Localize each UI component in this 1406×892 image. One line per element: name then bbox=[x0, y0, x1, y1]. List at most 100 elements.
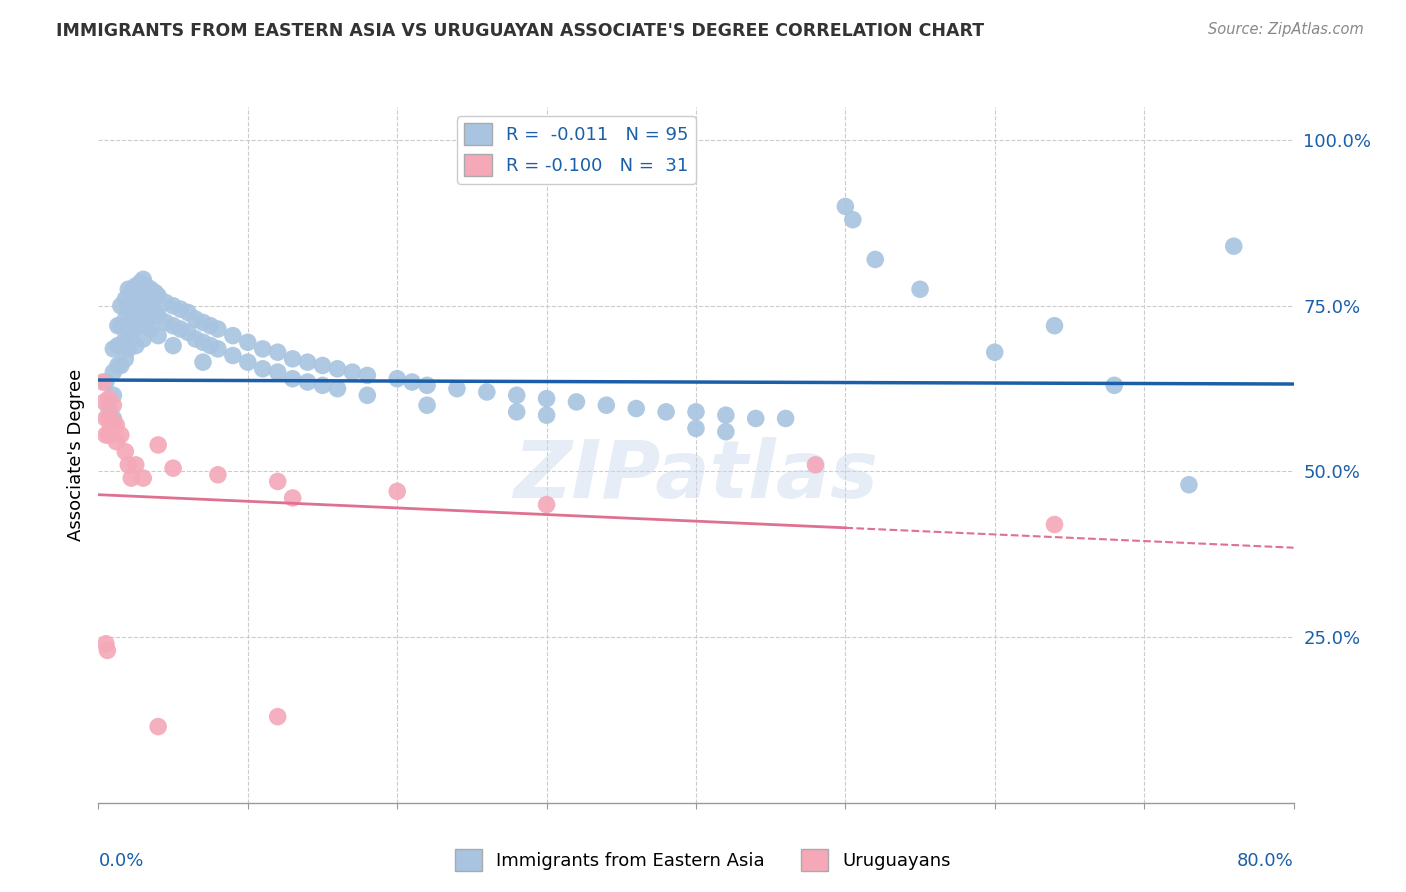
Point bbox=[120, 471, 142, 485]
Point bbox=[1223, 239, 1246, 253]
Point bbox=[267, 345, 290, 359]
Point bbox=[416, 398, 439, 412]
Point bbox=[114, 292, 136, 306]
Point bbox=[148, 438, 170, 452]
Text: 80.0%: 80.0% bbox=[1237, 852, 1294, 870]
Point bbox=[107, 338, 129, 352]
Point bbox=[120, 305, 142, 319]
Point bbox=[148, 328, 170, 343]
Point bbox=[326, 361, 349, 376]
Point bbox=[714, 425, 737, 439]
Point bbox=[105, 434, 128, 449]
Point bbox=[103, 411, 125, 425]
Point bbox=[120, 326, 142, 340]
Point bbox=[132, 312, 155, 326]
Point bbox=[908, 282, 931, 296]
Point bbox=[125, 458, 148, 472]
Point bbox=[129, 295, 152, 310]
Point bbox=[626, 401, 648, 416]
Point bbox=[117, 302, 139, 317]
Point bbox=[984, 345, 1007, 359]
Legend: Immigrants from Eastern Asia, Uruguayans: Immigrants from Eastern Asia, Uruguayans bbox=[447, 842, 959, 879]
Point bbox=[506, 405, 529, 419]
Point bbox=[129, 315, 152, 329]
Point bbox=[565, 395, 588, 409]
Point bbox=[177, 305, 200, 319]
Point bbox=[117, 342, 139, 356]
Point bbox=[401, 375, 423, 389]
Text: Source: ZipAtlas.com: Source: ZipAtlas.com bbox=[1208, 22, 1364, 37]
Point bbox=[114, 312, 136, 326]
Point bbox=[297, 355, 319, 369]
Point bbox=[93, 395, 115, 409]
Point bbox=[135, 318, 157, 333]
Point bbox=[536, 392, 558, 406]
Point bbox=[132, 272, 155, 286]
Point bbox=[356, 368, 378, 383]
Point bbox=[281, 372, 304, 386]
Point bbox=[191, 335, 214, 350]
Point bbox=[162, 461, 184, 475]
Legend: R =  -0.011   N = 95, R = -0.100   N =  31: R = -0.011 N = 95, R = -0.100 N = 31 bbox=[457, 116, 696, 184]
Point bbox=[132, 292, 155, 306]
Point bbox=[107, 359, 129, 373]
Point bbox=[96, 643, 118, 657]
Point bbox=[356, 388, 378, 402]
Point bbox=[385, 484, 409, 499]
Point bbox=[446, 382, 468, 396]
Point bbox=[117, 458, 139, 472]
Point bbox=[125, 279, 148, 293]
Y-axis label: Associate's Degree: Associate's Degree bbox=[66, 368, 84, 541]
Text: ZIPatlas: ZIPatlas bbox=[513, 437, 879, 515]
Point bbox=[148, 720, 170, 734]
Point bbox=[110, 338, 132, 352]
Point bbox=[162, 299, 184, 313]
Point bbox=[97, 401, 120, 416]
Point bbox=[110, 428, 132, 442]
Point bbox=[1104, 378, 1126, 392]
Point bbox=[311, 378, 333, 392]
Point bbox=[162, 318, 184, 333]
Point bbox=[100, 421, 122, 435]
Point bbox=[184, 332, 207, 346]
Point bbox=[155, 315, 177, 329]
Text: IMMIGRANTS FROM EASTERN ASIA VS URUGUAYAN ASSOCIATE'S DEGREE CORRELATION CHART: IMMIGRANTS FROM EASTERN ASIA VS URUGUAYA… bbox=[56, 22, 984, 40]
Point bbox=[207, 342, 229, 356]
Point bbox=[110, 359, 132, 373]
Point bbox=[297, 375, 319, 389]
Point bbox=[714, 408, 737, 422]
Point bbox=[506, 388, 529, 402]
Point bbox=[132, 471, 155, 485]
Point bbox=[105, 418, 128, 433]
Point bbox=[865, 252, 887, 267]
Point bbox=[655, 405, 678, 419]
Point bbox=[804, 458, 827, 472]
Point bbox=[169, 322, 191, 336]
Point bbox=[252, 361, 274, 376]
Point bbox=[110, 318, 132, 333]
Point bbox=[536, 408, 558, 422]
Point bbox=[326, 382, 349, 396]
Point bbox=[222, 328, 245, 343]
Point bbox=[120, 285, 142, 300]
Point bbox=[143, 285, 166, 300]
Point bbox=[222, 349, 245, 363]
Point bbox=[536, 498, 558, 512]
Point bbox=[1043, 318, 1066, 333]
Point bbox=[267, 365, 290, 379]
Point bbox=[125, 338, 148, 352]
Point bbox=[1043, 517, 1066, 532]
Point bbox=[94, 428, 117, 442]
Point bbox=[162, 338, 184, 352]
Point bbox=[103, 388, 125, 402]
Point bbox=[129, 276, 152, 290]
Point bbox=[139, 302, 162, 317]
Point bbox=[148, 309, 170, 323]
Point bbox=[148, 289, 170, 303]
Point bbox=[97, 411, 120, 425]
Point bbox=[139, 282, 162, 296]
Point bbox=[117, 322, 139, 336]
Point bbox=[117, 282, 139, 296]
Point bbox=[207, 467, 229, 482]
Point bbox=[191, 355, 214, 369]
